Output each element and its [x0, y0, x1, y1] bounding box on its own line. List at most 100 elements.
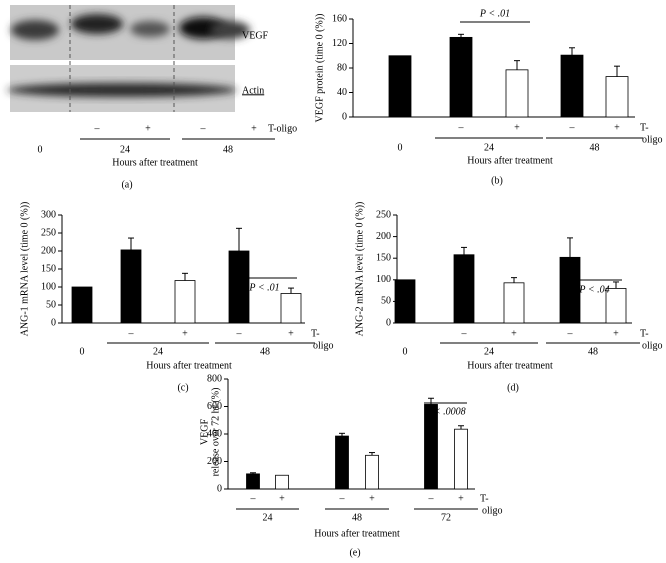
sign: – [250, 493, 257, 504]
panel-label: (c) [177, 382, 188, 393]
sign: – [567, 328, 574, 339]
y-tick-label: 80 [337, 62, 347, 73]
y-tick-label: 200 [41, 245, 56, 256]
y-tick-label: 0 [217, 483, 222, 494]
time-label: 0 [403, 346, 408, 357]
sign: + [614, 122, 620, 133]
sign: + [279, 493, 285, 504]
bar [120, 249, 142, 324]
y-axis-title: ANG-1 mRNA level (time 0 (%)) [19, 202, 30, 337]
sign: + [458, 493, 464, 504]
bar [394, 279, 416, 324]
group-label: 48 [223, 144, 233, 155]
annotation: P < .01 [479, 8, 510, 19]
x-axis-title: Hours after treatment [467, 360, 553, 371]
sign: + [145, 123, 151, 134]
treatment: T- [640, 328, 649, 339]
sign: + [251, 123, 257, 134]
y-tick-label: 200 [376, 231, 391, 242]
bar [335, 435, 349, 490]
y-tick-label: 250 [376, 209, 391, 220]
treatment: T- [311, 328, 320, 339]
band [7, 83, 237, 97]
time-label: 0 [80, 346, 85, 357]
treatment: oligo [313, 340, 334, 351]
y-tick-label: 0 [342, 111, 347, 122]
sign: + [182, 328, 188, 339]
bar [454, 428, 468, 490]
band [11, 20, 59, 40]
sign: – [94, 123, 101, 134]
bar [605, 76, 629, 118]
y-tick-label: 100 [41, 281, 56, 292]
y-tick-label: 50 [381, 296, 391, 307]
blot-label: VEGF [242, 30, 269, 41]
group-label: 48 [352, 512, 362, 523]
treatment: T- [640, 122, 649, 133]
blot-label: Actin [242, 85, 264, 96]
bar [388, 55, 412, 118]
annotation: P < .0008 [424, 406, 465, 417]
sign: – [428, 493, 435, 504]
y-tick-label: 100 [376, 274, 391, 285]
y-tick-label: 400 [207, 428, 222, 439]
x-axis-title: Hours after treatment [112, 157, 198, 168]
y-tick-label: 800 [207, 373, 222, 384]
time-label: 0 [38, 144, 43, 155]
sign: – [128, 328, 135, 339]
group-label: 24 [263, 512, 273, 523]
bar [503, 282, 525, 324]
bar [71, 286, 93, 324]
y-axis-title: VEGF protein (time 0 (%)) [314, 14, 325, 123]
sign: + [613, 328, 619, 339]
sign: – [458, 122, 465, 133]
y-tick-label: 160 [332, 13, 347, 24]
sign: + [369, 493, 375, 504]
group-label: 24 [484, 142, 494, 153]
sign: – [200, 123, 207, 134]
bar [228, 250, 250, 324]
y-axis-title: VEGF [199, 419, 210, 446]
panel-label: (d) [507, 382, 519, 393]
sign: – [569, 122, 576, 133]
y-axis-title: ANG-2 mRNA level (time 0 (%)) [354, 202, 365, 337]
band [71, 14, 123, 34]
bar [246, 473, 260, 490]
y-axis-title: release over 72 hr (%) [210, 388, 221, 477]
group-label: 24 [484, 346, 494, 357]
y-tick-label: 0 [51, 317, 56, 328]
treatment: oligo [642, 134, 663, 145]
y-tick-label: 40 [337, 87, 347, 98]
bar [174, 280, 196, 324]
x-axis-title: Hours after treatment [314, 528, 400, 539]
y-tick-label: 600 [207, 401, 222, 412]
group-label: 48 [260, 346, 270, 357]
panel-label: (e) [349, 547, 360, 558]
y-tick-label: 150 [41, 263, 56, 274]
band [130, 21, 170, 37]
bar [453, 254, 475, 324]
sign: – [339, 493, 346, 504]
sign: + [288, 328, 294, 339]
group-label: 72 [441, 512, 451, 523]
panel-label: (a) [121, 179, 132, 190]
bar [560, 54, 584, 118]
treatment: oligo [482, 505, 503, 516]
group-label: 48 [588, 346, 598, 357]
y-tick-label: 150 [376, 252, 391, 263]
annotation: P < .04 [578, 284, 609, 295]
sign: – [236, 328, 243, 339]
time-label: 0 [398, 142, 403, 153]
blot: VEGF Actin – + – + T-oligo 0 24 48 Hours… [7, 5, 297, 190]
x-axis-title: Hours after treatment [146, 360, 232, 371]
bar [280, 293, 302, 324]
band [210, 21, 250, 39]
treatment: T-oligo [268, 123, 297, 134]
y-tick-label: 300 [41, 209, 56, 220]
treatment: oligo [642, 340, 663, 351]
annotation: P < .01 [248, 282, 279, 293]
bar [275, 474, 289, 490]
panel-label: (b) [491, 175, 503, 186]
sign: + [511, 328, 517, 339]
